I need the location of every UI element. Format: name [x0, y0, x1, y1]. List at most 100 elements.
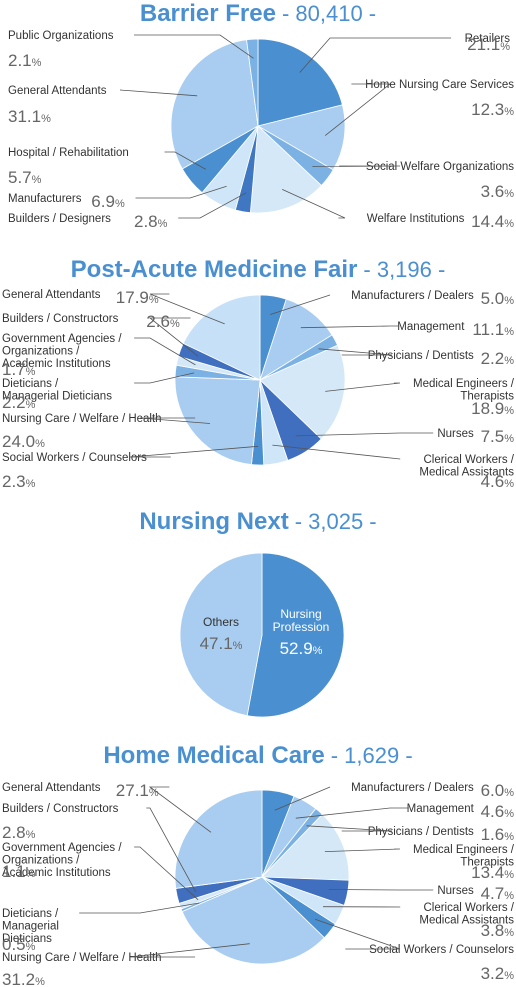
slice-label-manufacturers-dealers: Manufacturers / Dealers 5.0%: [270, 289, 514, 315]
leader-line: [119, 89, 198, 97]
slice-value: 3.8%: [481, 921, 515, 940]
pie-slice-medical-engineers-therapists: [259, 344, 346, 440]
slice-value: 2.1%: [8, 51, 42, 70]
leader-line: [164, 151, 206, 170]
leader-line: [295, 432, 434, 437]
slice-label-text: Nursing Care / Welfare / Health: [2, 413, 162, 425]
pie-slice-nursing-care-welfare-health: [181, 876, 325, 965]
slice-value: 5.7%: [8, 168, 42, 187]
slice-label-text: Physicians / Dentists: [368, 826, 474, 838]
slice-label-builders-designers: Builders / Designers 2.8%: [8, 192, 247, 231]
slice-label-nurses: Nurses 7.5%: [295, 427, 515, 446]
slice-label-nursing-care-welfare-health: Nursing Care / Welfare / Health 31.2%: [2, 943, 250, 987]
slice-label-text: Home Nursing Care Services: [365, 79, 514, 91]
leader-line: [134, 846, 199, 901]
chart-title: Post-Acute Medicine Fair - 3,196 -: [71, 256, 446, 283]
leader-line: [318, 348, 393, 356]
slice-label-others: Others 47.1%: [200, 615, 243, 653]
slice-value: 2.8%: [134, 212, 168, 231]
slice-value: 6.9%: [91, 192, 125, 211]
slice-label-text: Hospital / Rehabilitation: [8, 147, 129, 159]
slice-label-text: General Attendants: [2, 782, 101, 794]
slice-value: 2.3%: [2, 472, 36, 491]
slice-label-manufacturers-dealers: Manufacturers / Dealers 6.0%: [274, 781, 514, 811]
slice-label-text: Builders / Constructors: [2, 313, 119, 325]
chart-title-text: Home Medical Care: [103, 742, 324, 769]
leader-line: [328, 889, 434, 891]
slice-label-text: Academic Institutions: [2, 358, 111, 370]
leader-line: [306, 825, 393, 832]
slice-value: 11.1%: [472, 320, 514, 339]
chart-title-text: Post-Acute Medicine Fair: [71, 256, 358, 283]
leader-line: [314, 918, 401, 950]
slice-label-management: Management 4.6%: [295, 802, 514, 821]
slice-value: 27.1%: [116, 781, 159, 800]
slice-label-text: Retailers: [465, 33, 511, 45]
slice-label-text: Nursing: [280, 607, 321, 621]
leader-line: [312, 165, 401, 167]
leader-line: [270, 294, 331, 315]
slice-label-text: Management: [397, 321, 465, 333]
slice-label-text: Dieticians /: [2, 378, 59, 390]
pie-slice-general-attendants: [182, 294, 261, 381]
slice-label-welfare-institutions: Welfare Institutions 14.4%: [282, 189, 514, 231]
slice-label-text: Nurses: [437, 885, 474, 897]
pie-slice-home-nursing-care-services: [256, 104, 346, 171]
slice-value: 3.6%: [481, 182, 515, 201]
chart-total: - 1,629 -: [331, 743, 413, 768]
pie-slice-public-organizations: [246, 38, 259, 127]
leader-line: [134, 337, 196, 366]
slice-label-general-attendants: General Attendants 27.1%: [2, 781, 212, 833]
slice-label-nursing-care-welfare-health: Nursing Care / Welfare / Health 24.0%: [2, 413, 211, 451]
pie-slice-nursing-care-welfare-health: [174, 376, 261, 466]
slice-label-text: Public Organizations: [8, 30, 114, 42]
slice-label-text: Manufacturers / Dealers: [351, 290, 474, 302]
slice-label-text: Clerical Workers /: [423, 454, 514, 466]
slice-label-text: Builders / Designers: [8, 213, 111, 225]
slice-value: 1.7%: [2, 360, 36, 379]
slice-label-physicians-dentists: Physicians / Dentists 2.2%: [318, 348, 514, 368]
slice-label-text: Medical Engineers /: [413, 378, 515, 390]
leader-line: [178, 192, 247, 219]
slice-label-text: Organizations /: [2, 855, 80, 867]
slice-label-general-attendants: General Attendants 17.9%: [2, 288, 225, 325]
chart-title-text: Barrier Free: [140, 0, 276, 27]
slice-label-text: General Attendants: [2, 289, 101, 301]
slice-label-nurses: Nurses 4.7%: [328, 884, 514, 903]
leader-line: [129, 445, 259, 458]
slice-value: 5.0%: [481, 289, 515, 308]
slice-value: 12.3%: [471, 100, 514, 119]
pie-slice-medical-engineers-therapists: [261, 813, 350, 881]
slice-label-text: Medical Assistants: [419, 915, 514, 927]
slice-value: 7.5%: [481, 427, 515, 446]
slice-label-text: Academic Institutions: [2, 867, 111, 879]
slice-label-text: Manufacturers / Dealers: [351, 782, 474, 794]
leader-line: [129, 943, 250, 958]
chart-title-text: Nursing Next: [139, 508, 288, 535]
slice-label-builders-constructors: Builders / Constructors 2.8%: [2, 803, 197, 892]
slice-label-manufacturers: Manufacturers 6.9%: [8, 185, 227, 211]
leader-line: [79, 902, 200, 914]
slice-label-social-welfare-organizations: Social Welfare Organizations 3.6%: [312, 161, 514, 201]
slice-value: 31.1%: [8, 107, 51, 126]
slice-label-text: Builders / Constructors: [2, 803, 119, 815]
slice-label-text: Managerial: [2, 921, 59, 933]
slice-label-government-agencies-organizations-academic-institutions: Government Agencies /Organizations /Acad…: [2, 842, 199, 901]
slice-label-text: Profession: [273, 620, 330, 634]
chart-total: - 3,196 -: [363, 257, 445, 282]
slice-label-text: Clerical Workers /: [423, 902, 514, 914]
slice-label-text: Social Workers / Counselors: [2, 452, 147, 464]
slice-label-physicians-dentists: Physicians / Dentists 1.6%: [306, 825, 514, 844]
slice-value: 31.2%: [2, 970, 45, 987]
leader-line: [148, 317, 199, 357]
slice-label-text: Welfare Institutions: [367, 213, 465, 225]
slice-value: 14.4%: [471, 212, 514, 231]
